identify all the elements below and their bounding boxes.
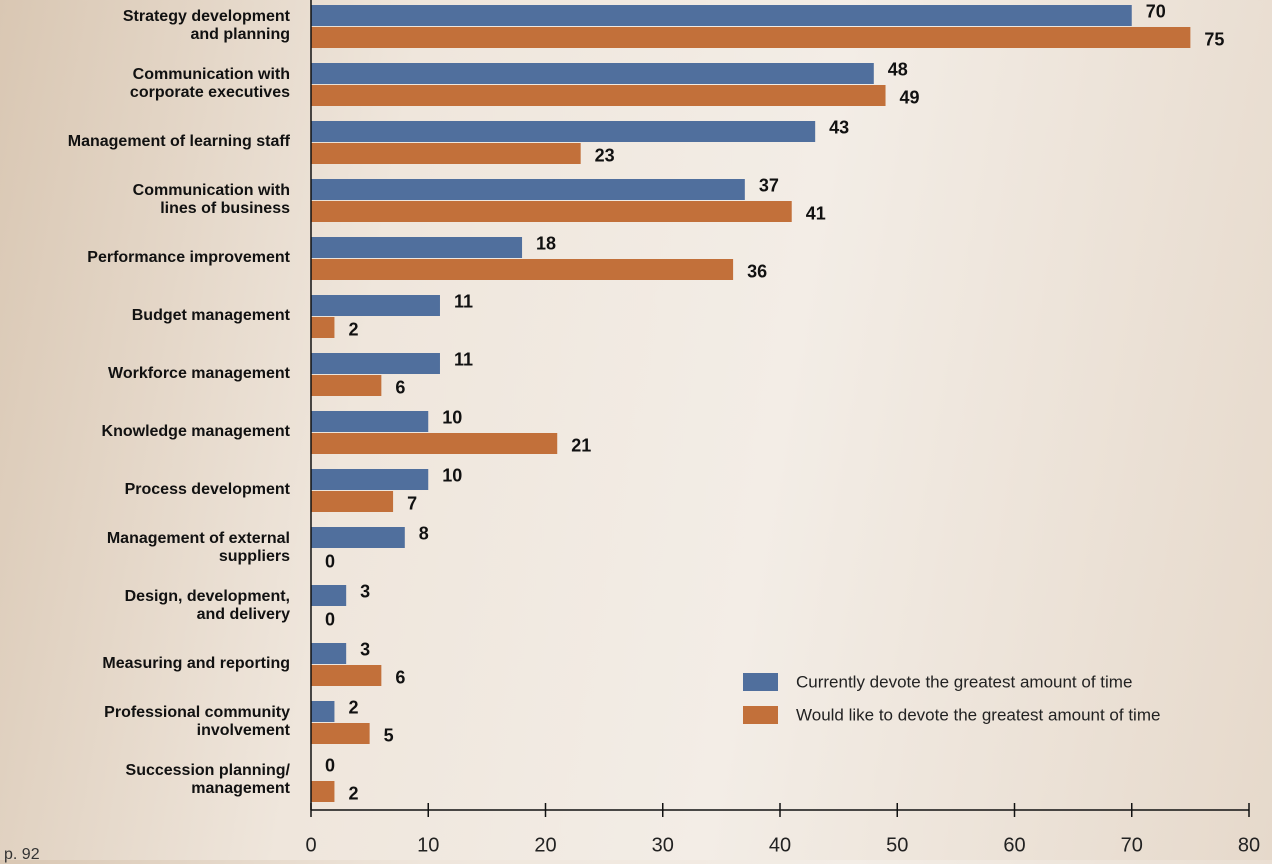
value-label: 5 xyxy=(384,725,394,745)
value-label: 10 xyxy=(442,465,462,485)
bar xyxy=(311,469,429,490)
bar xyxy=(311,375,382,396)
value-label: 23 xyxy=(595,145,615,165)
category-label: Design, development, and delivery xyxy=(124,588,290,623)
page-number: p. 92 xyxy=(4,846,40,863)
bar xyxy=(311,5,1132,26)
category-label: Workforce management xyxy=(108,365,290,382)
x-tick-label: 10 xyxy=(417,834,439,856)
legend-swatch xyxy=(743,706,778,724)
x-tick-label: 50 xyxy=(886,834,908,856)
legend-swatch xyxy=(743,673,778,691)
x-tick-label: 70 xyxy=(1121,834,1143,856)
value-label: 41 xyxy=(806,203,826,223)
value-label: 0 xyxy=(325,551,335,571)
bar xyxy=(311,179,745,200)
bar xyxy=(311,433,558,454)
bar xyxy=(311,411,429,432)
x-tick-label: 0 xyxy=(305,834,316,856)
value-label: 18 xyxy=(536,233,556,253)
value-label: 11 xyxy=(454,291,473,311)
value-label: 37 xyxy=(759,175,779,195)
value-label: 70 xyxy=(1146,1,1166,21)
value-label: 43 xyxy=(829,117,849,137)
legend-label: Currently devote the greatest amount of … xyxy=(796,672,1132,691)
value-label: 6 xyxy=(395,667,405,687)
bar xyxy=(311,585,347,606)
value-label: 8 xyxy=(419,523,429,543)
bar xyxy=(311,259,734,280)
value-label: 36 xyxy=(747,261,767,281)
x-tick-label: 20 xyxy=(534,834,556,856)
value-label: 10 xyxy=(442,407,462,427)
bar xyxy=(311,201,792,222)
value-label: 75 xyxy=(1204,29,1224,49)
value-label: 49 xyxy=(900,87,920,107)
category-label: Management of learning staff xyxy=(67,133,290,150)
category-label: Succession planning/ management xyxy=(125,762,290,797)
value-label: 48 xyxy=(888,59,908,79)
category-label: Communication with lines of business xyxy=(132,182,290,217)
x-tick-label: 80 xyxy=(1238,834,1260,856)
category-label: Process development xyxy=(124,481,290,498)
bar xyxy=(311,27,1191,48)
value-label: 3 xyxy=(360,639,370,659)
value-label: 2 xyxy=(348,319,358,339)
category-label: Professional community involvement xyxy=(104,704,290,739)
value-label: 6 xyxy=(395,377,405,397)
bar xyxy=(311,643,347,664)
bar xyxy=(311,491,394,512)
bar xyxy=(311,723,370,744)
bar xyxy=(311,143,581,164)
bar xyxy=(311,527,405,548)
value-label: 3 xyxy=(360,581,370,601)
bar xyxy=(311,701,335,722)
legend-label: Would like to devote the greatest amount… xyxy=(796,705,1160,724)
category-label: Communication with corporate executives xyxy=(129,66,290,101)
bar xyxy=(311,121,816,142)
category-label: Budget management xyxy=(131,307,290,324)
bar xyxy=(311,85,886,106)
category-label: Performance improvement xyxy=(87,249,290,266)
value-label: 7 xyxy=(407,493,417,513)
bar xyxy=(311,665,382,686)
bar xyxy=(311,353,440,374)
value-label: 0 xyxy=(325,755,335,775)
bar xyxy=(311,237,523,258)
x-tick-label: 40 xyxy=(769,834,791,856)
bar xyxy=(311,317,335,338)
value-label: 21 xyxy=(571,435,591,455)
value-label: 2 xyxy=(348,697,358,717)
bar xyxy=(311,781,335,802)
value-label: 11 xyxy=(454,349,473,369)
category-label: Management of external suppliers xyxy=(106,530,290,565)
value-label: 0 xyxy=(325,609,335,629)
category-label: Strategy development and planning xyxy=(122,8,290,43)
bar xyxy=(311,63,874,84)
value-label: 2 xyxy=(348,783,358,803)
x-tick-label: 30 xyxy=(652,834,674,856)
bar xyxy=(311,295,440,316)
x-tick-label: 60 xyxy=(1003,834,1025,856)
category-label: Measuring and reporting xyxy=(102,655,290,672)
category-label: Knowledge management xyxy=(101,423,290,440)
